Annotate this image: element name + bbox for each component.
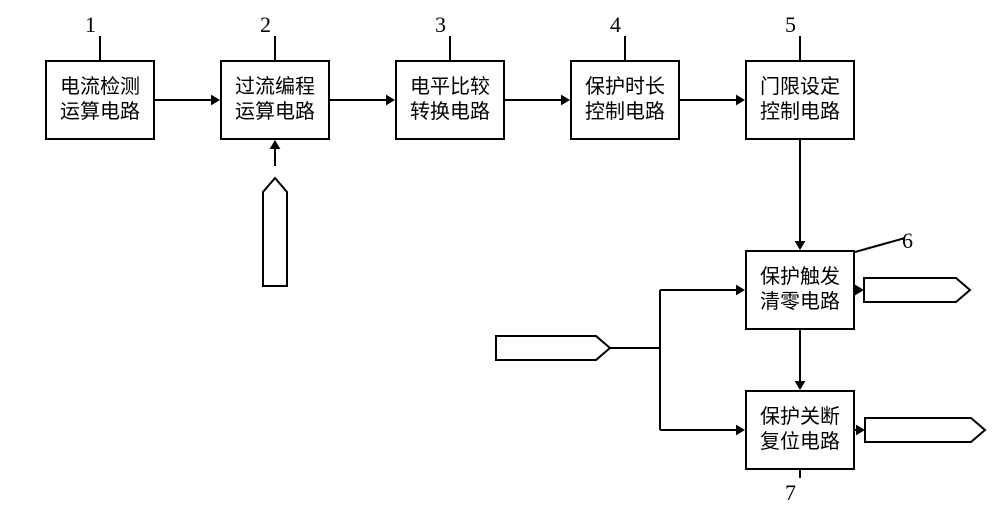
node-label: 电平比较转换电路 <box>410 75 490 125</box>
node-label: 保护触发清零电路 <box>760 265 840 315</box>
diagram-canvas: 电流检测运算电路 过流编程运算电路 电平比较转换电路 保护时长控制电路 门限设定… <box>0 0 1000 511</box>
node-number: 2 <box>260 12 271 38</box>
node-overcurrent-prog: 过流编程运算电路 <box>220 60 330 140</box>
signal-label-prot-clr: PROT-CLR <box>500 337 591 358</box>
node-number: 7 <box>785 480 796 506</box>
node-current-detect: 电流检测运算电路 <box>45 60 155 140</box>
node-protect-trigger: 保护触发清零电路 <box>745 250 855 330</box>
node-threshold-set: 门限设定控制电路 <box>745 60 855 140</box>
node-label: 保护关断复位电路 <box>760 405 840 455</box>
node-number: 1 <box>85 12 96 38</box>
node-level-compare: 电平比较转换电路 <box>395 60 505 140</box>
node-number: 3 <box>435 12 446 38</box>
node-number: 5 <box>785 12 796 38</box>
node-label: 门限设定控制电路 <box>760 75 840 125</box>
signal-label-prot-pwm: PROT-PWM <box>869 419 968 440</box>
node-number: 4 <box>610 12 621 38</box>
node-protect-shutdown: 保护关断复位电路 <box>745 390 855 470</box>
signal-label-oc-prot: OC-PROT <box>868 279 951 300</box>
node-protect-duration: 保护时长控制电路 <box>570 60 680 140</box>
node-label: 过流编程运算电路 <box>235 75 315 125</box>
node-label: 保护时长控制电路 <box>585 75 665 125</box>
signal-label-cc-prog: CC-PROG <box>266 183 287 268</box>
node-label: 电流检测运算电路 <box>60 75 140 125</box>
node-number: 6 <box>902 228 913 254</box>
